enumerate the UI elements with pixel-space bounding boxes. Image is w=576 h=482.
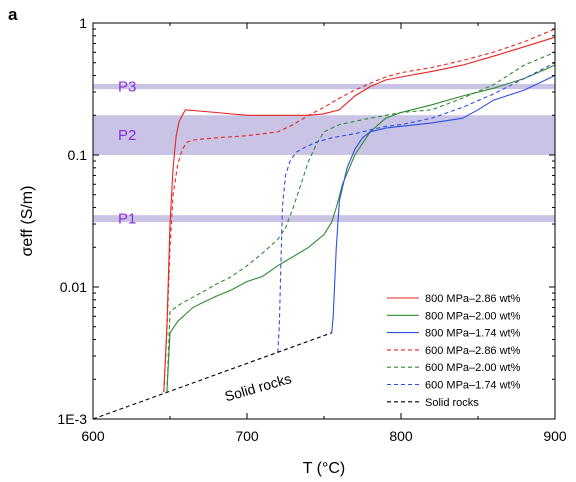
series-line-5 bbox=[166, 51, 556, 393]
legend-entry-label: 600 MPa–2.00 wt% bbox=[425, 362, 521, 374]
threshold-bands: P3 P2 P1 bbox=[93, 79, 555, 228]
y-tick-label: 0.1 bbox=[68, 147, 88, 163]
band-label-p2: P2 bbox=[118, 127, 136, 144]
band-p1 bbox=[93, 215, 555, 223]
x-tick-label: 900 bbox=[543, 428, 567, 444]
y-tick-label: 1 bbox=[79, 15, 87, 31]
x-axis-title: T (°C) bbox=[303, 460, 346, 477]
legend-entry-label: Solid rocks bbox=[425, 397, 479, 409]
y-tick-label: 1E-3 bbox=[57, 411, 87, 427]
annotations: Solid rocks bbox=[223, 370, 293, 404]
axis-ticks: 600 700 800 900 1E-3 0.01 0.1 1 bbox=[57, 15, 566, 444]
panel-label: a bbox=[8, 5, 18, 24]
x-tick-label: 700 bbox=[235, 428, 259, 444]
legend-entry-label: 800 MPa–2.86 wt% bbox=[425, 293, 521, 305]
legend-entry-label: 600 MPa–2.86 wt% bbox=[425, 345, 521, 357]
series-line-3 bbox=[331, 75, 556, 333]
series-line-6 bbox=[277, 62, 556, 353]
series-line-2 bbox=[166, 64, 556, 393]
series-lines bbox=[92, 28, 556, 420]
x-tick-label: 800 bbox=[389, 428, 413, 444]
y-tick-label: 0.01 bbox=[60, 279, 87, 295]
series-line-7 bbox=[92, 332, 332, 420]
y-axis-title: σeff (S/m) bbox=[19, 186, 36, 257]
x-tick-label: 600 bbox=[81, 428, 105, 444]
band-p3 bbox=[93, 84, 555, 90]
legend: 800 MPa–2.86 wt% 800 MPa–2.00 wt% 800 MPa–… bbox=[387, 293, 521, 409]
band-p2 bbox=[93, 115, 555, 155]
annotation-solid-rocks: Solid rocks bbox=[223, 370, 293, 404]
legend-entry-label: 600 MPa–1.74 wt% bbox=[425, 380, 521, 392]
band-label-p1: P1 bbox=[118, 211, 136, 228]
legend-entry-label: 800 MPa–2.00 wt% bbox=[425, 310, 521, 322]
legend-entry-label: 800 MPa–1.74 wt% bbox=[425, 328, 521, 340]
band-label-p3: P3 bbox=[118, 79, 136, 96]
